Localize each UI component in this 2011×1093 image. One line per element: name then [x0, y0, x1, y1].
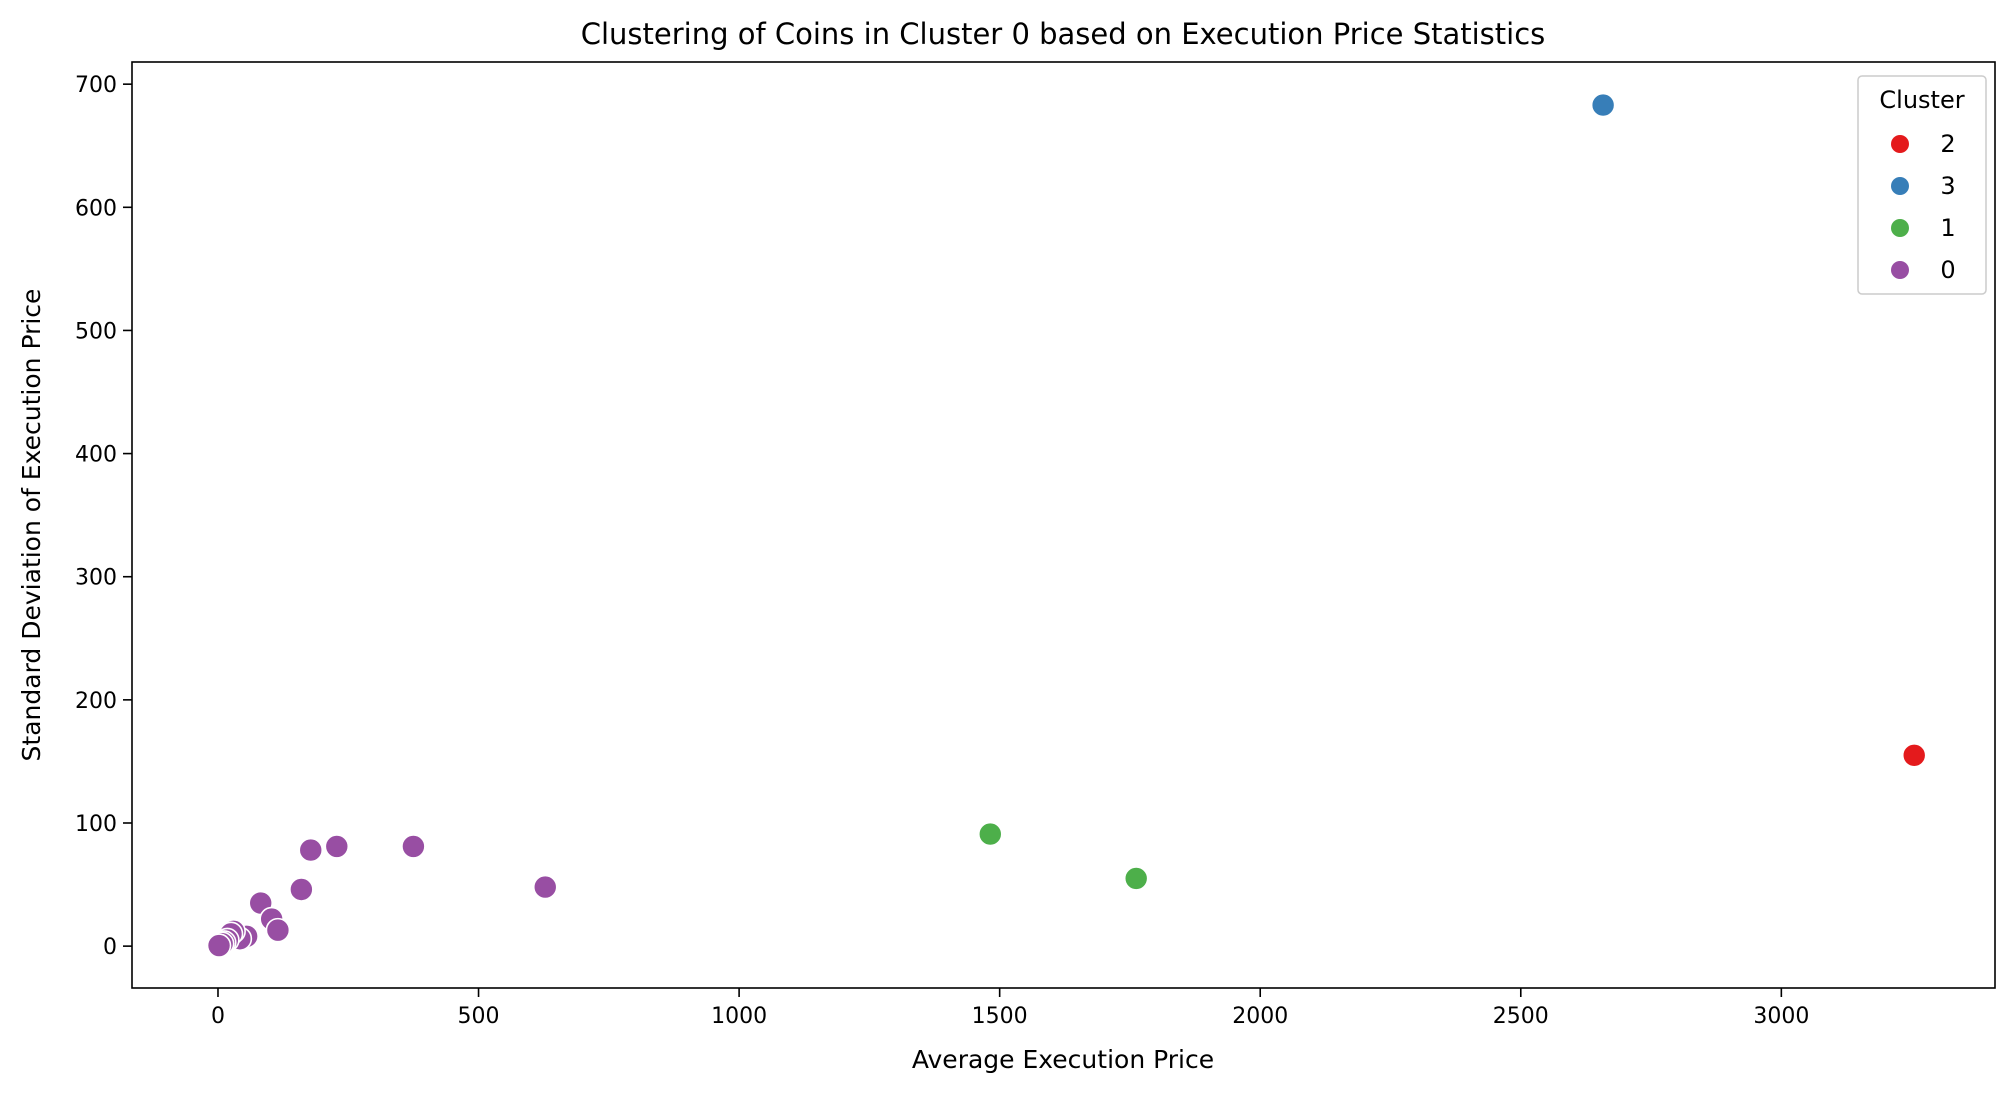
scatter-point-cluster-3 [1590, 92, 1616, 118]
x-axis-label: Average Execution Price [912, 1045, 1214, 1074]
x-tick-label: 1500 [972, 1004, 1028, 1029]
x-tick-label: 3000 [1753, 1004, 1809, 1029]
scatter-point-cluster-0 [401, 834, 426, 859]
y-tick-label: 300 [75, 566, 117, 591]
y-tick-label: 200 [75, 689, 117, 714]
y-tick-label: 600 [75, 196, 117, 221]
scatter-point-cluster-0 [532, 874, 558, 900]
x-tick-label: 1000 [711, 1004, 767, 1029]
legend-label: 1 [1940, 214, 1955, 242]
plot-frame [131, 61, 1996, 989]
chart-title: Clustering of Coins in Cluster 0 based o… [581, 17, 1546, 51]
y-tick-label: 0 [103, 935, 117, 960]
scatter-point-cluster-1 [977, 821, 1003, 847]
y-axis: 0 100 200 300 400 500 600 700 [75, 73, 132, 960]
legend-marker [1891, 261, 1909, 279]
x-tick-label: 2000 [1232, 1004, 1288, 1029]
scatter-point-cluster-0 [289, 877, 314, 902]
y-tick-label: 700 [75, 73, 117, 98]
scatter-point-cluster-0 [298, 837, 324, 863]
x-tick-label: 500 [458, 1004, 500, 1029]
legend: Cluster 2 3 1 0 [1857, 75, 1987, 295]
y-axis-label: Standard Deviation of Execution Price [17, 289, 46, 762]
y-tick-label: 400 [75, 443, 117, 468]
x-tick-label: 2500 [1493, 1004, 1549, 1029]
legend-label: 3 [1940, 172, 1955, 200]
legend-frame [1857, 75, 1987, 295]
legend-label: 0 [1940, 256, 1955, 284]
x-axis: 0 500 1000 1500 2000 2500 3000 [211, 988, 1809, 1029]
y-tick-label: 500 [75, 319, 117, 344]
legend-title: Cluster [1879, 86, 1964, 114]
scatter-point-cluster-0 [265, 917, 291, 943]
scatter-point-cluster-0 [324, 834, 350, 859]
scatter-point-cluster-1 [1123, 866, 1149, 891]
scatter-point-cluster-2 [1901, 742, 1927, 768]
plot-area [131, 61, 1996, 989]
legend-label: 2 [1940, 130, 1955, 158]
legend-marker [1891, 177, 1909, 195]
scatter-point-cluster-0 [206, 933, 232, 958]
legend-marker [1891, 219, 1909, 237]
x-tick-label: 0 [211, 1004, 225, 1029]
y-tick-label: 100 [75, 812, 117, 837]
legend-marker [1891, 135, 1909, 153]
